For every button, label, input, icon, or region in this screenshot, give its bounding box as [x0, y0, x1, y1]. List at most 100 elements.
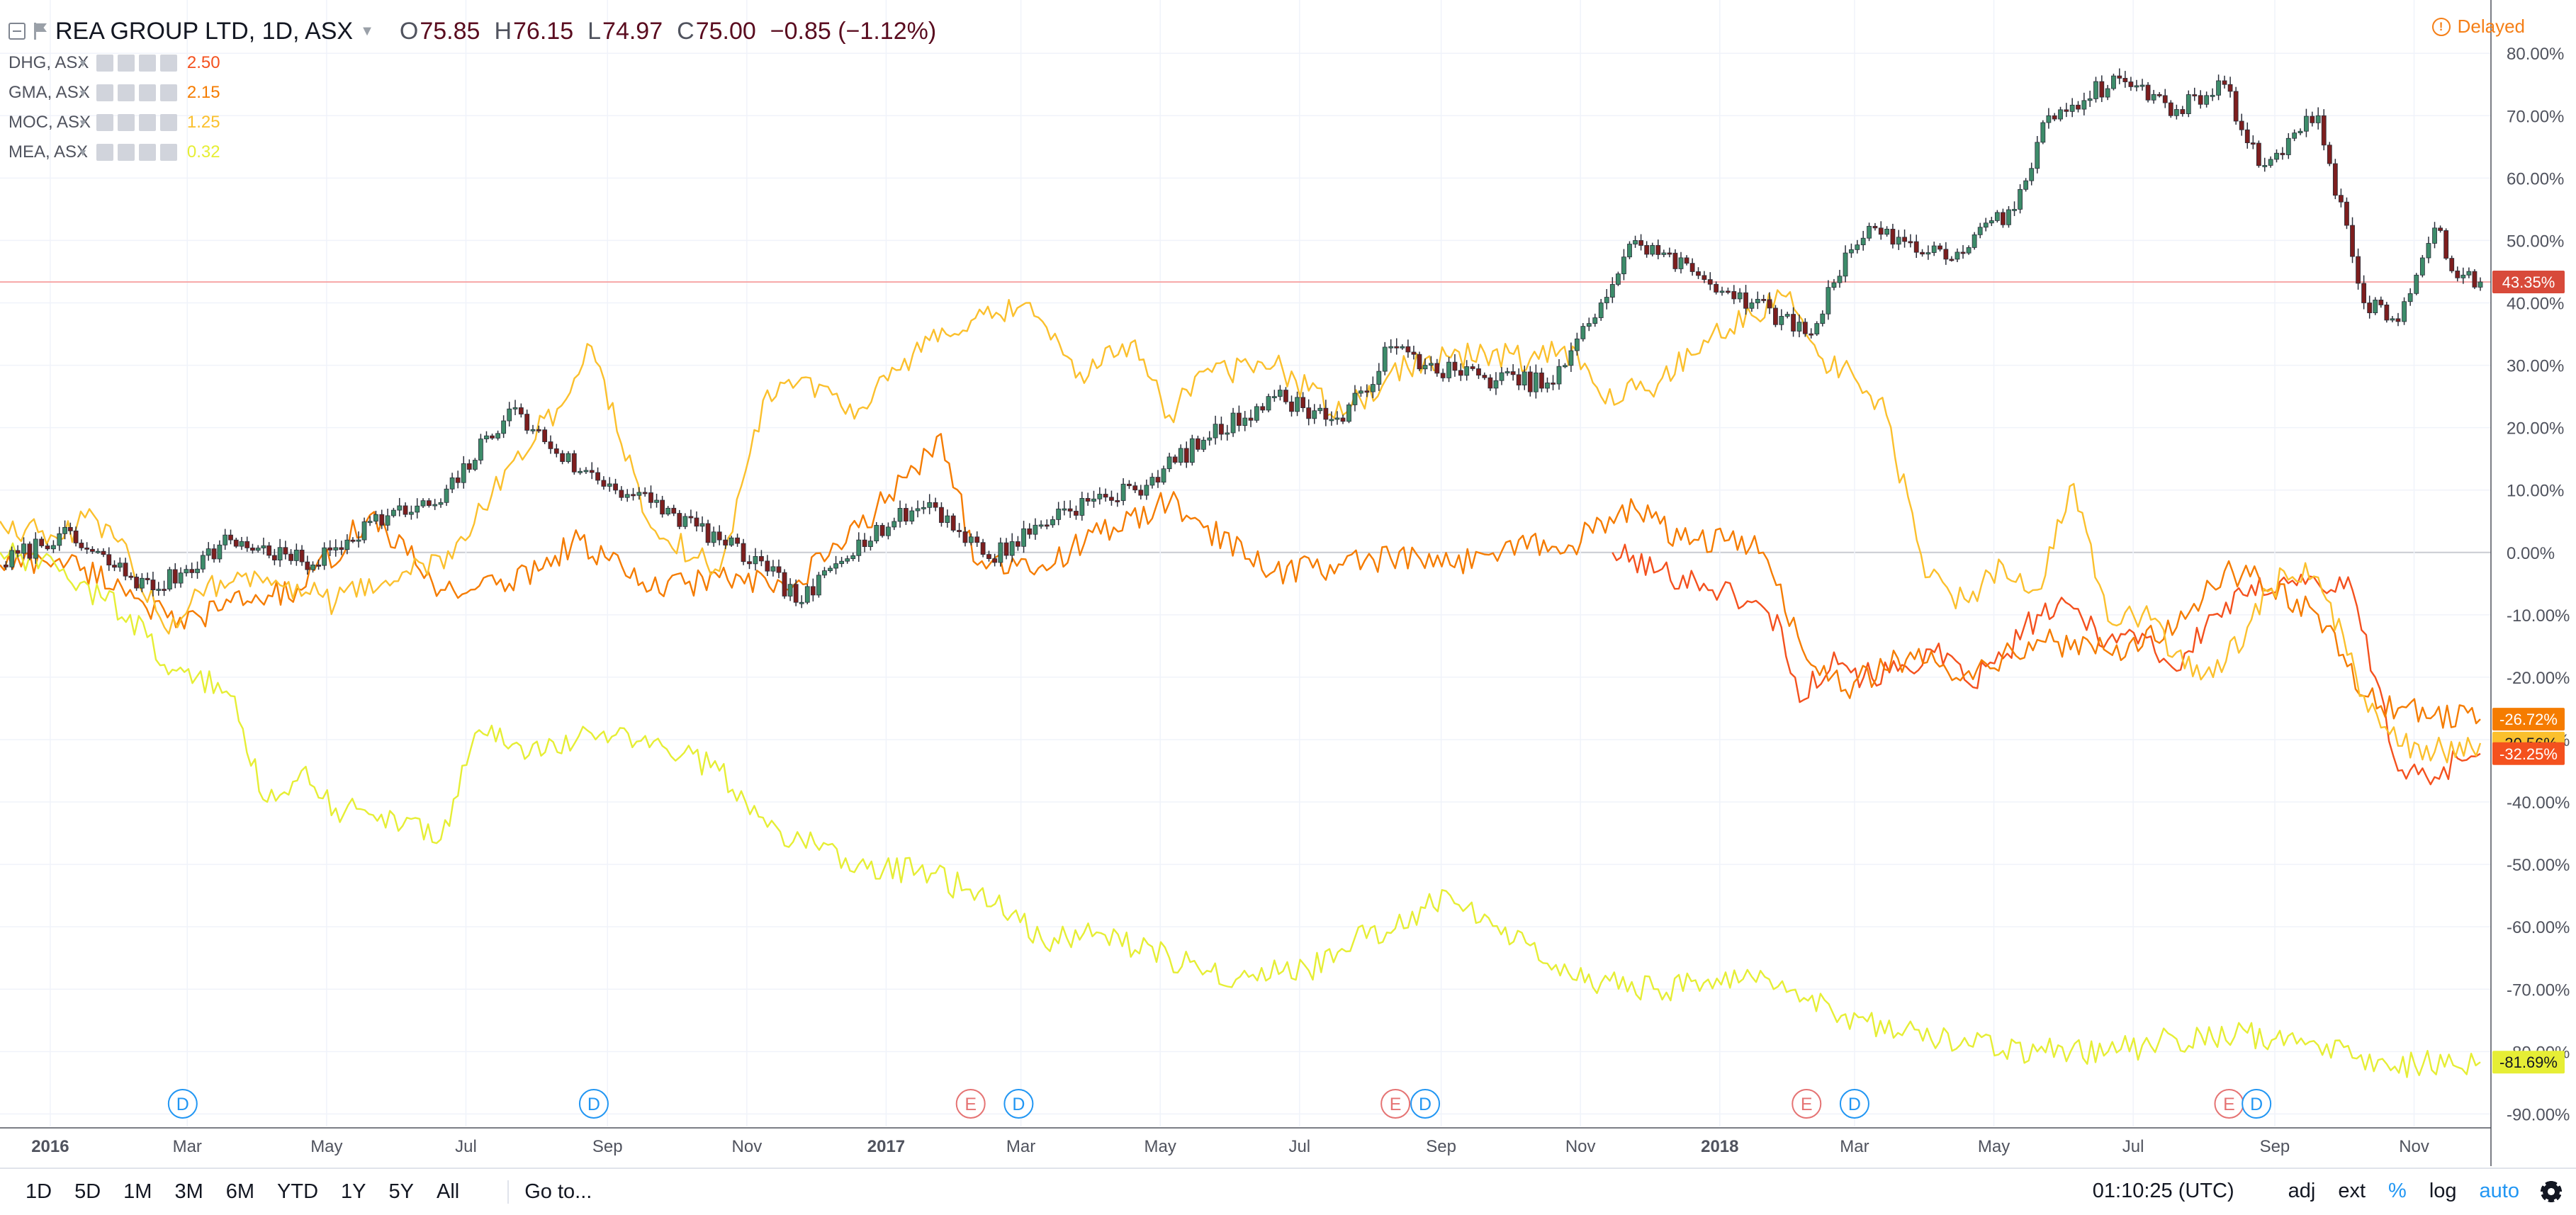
candle-up [1033, 524, 1038, 535]
collapse-legend-icon[interactable] [9, 23, 26, 40]
candle-up [816, 575, 821, 596]
comparison-row[interactable]: DHG, ASX ▼ 2.50 [9, 48, 936, 78]
candle-up [856, 539, 862, 556]
dividend-marker[interactable]: D [578, 1089, 609, 1119]
flag-icon[interactable] [34, 23, 47, 40]
candle-up [636, 492, 642, 496]
eye-icon[interactable] [96, 114, 113, 131]
candle-down [1109, 497, 1114, 501]
candle-down [1470, 366, 1475, 369]
earnings-marker[interactable]: E [1792, 1089, 1822, 1119]
candle-up [1230, 412, 1236, 434]
go-to-date-button[interactable]: Go to... [507, 1180, 592, 1204]
candle-down [648, 492, 653, 503]
range-button-1d[interactable]: 1D [26, 1180, 52, 1203]
dividend-marker[interactable]: D [1410, 1089, 1441, 1119]
candle-up [206, 548, 211, 556]
scale-toggle-log[interactable]: log [2429, 1180, 2457, 1202]
comparison-name[interactable]: GMA, ASX [9, 83, 90, 102]
scale-toggle-percent[interactable]: % [2388, 1180, 2407, 1202]
dividend-marker[interactable]: D [2242, 1089, 2272, 1119]
close-icon[interactable] [159, 114, 177, 131]
event-circle [1003, 1089, 1034, 1119]
range-button-5d[interactable]: 5D [74, 1180, 101, 1203]
range-button-all[interactable]: All [437, 1180, 460, 1203]
candle-up [1295, 397, 1300, 412]
comparison-row[interactable]: MEA, ASX ▼ 0.32 [9, 137, 936, 167]
range-button-1m[interactable]: 1M [123, 1180, 152, 1203]
earnings-marker[interactable]: E [2214, 1089, 2244, 1119]
close-icon[interactable] [159, 84, 177, 101]
earnings-marker[interactable]: E [1380, 1089, 1411, 1119]
y-tick-label: 0.00% [2507, 544, 2555, 563]
candle-down [244, 541, 250, 548]
comparison-name[interactable]: DHG, ASX [9, 53, 89, 72]
comparison-name[interactable]: MOC, ASX [9, 113, 91, 132]
candle-down [403, 505, 408, 515]
price-chart[interactable]: 80.00% 70.00% 60.00% 50.00% 40.00% 30.00% 20.0… [0, 0, 2576, 1168]
comparison-row[interactable]: GMA, ASX ▼ 2.15 [9, 78, 936, 108]
range-button-1y[interactable]: 1Y [341, 1180, 366, 1203]
candle-down [233, 539, 239, 547]
plus-icon[interactable] [138, 144, 156, 161]
close-icon[interactable] [159, 55, 177, 72]
plus-icon[interactable] [138, 114, 156, 131]
candle-down [1236, 412, 1242, 426]
event-letter: D [1419, 1095, 1432, 1114]
utc-clock[interactable]: 01:10:25 (UTC) [2092, 1180, 2234, 1202]
candle-up [184, 569, 189, 574]
gear-icon[interactable] [117, 114, 135, 131]
eye-icon[interactable] [96, 55, 113, 72]
candle-up [1422, 365, 1428, 370]
gear-icon[interactable] [117, 144, 135, 161]
dividend-marker[interactable]: D [167, 1089, 198, 1119]
candle-up [874, 525, 879, 542]
range-button-6m[interactable]: 6M [225, 1180, 255, 1203]
candle-up [1050, 519, 1055, 526]
eye-icon[interactable] [96, 144, 113, 161]
delayed-status[interactable]: ! Delayed [2431, 16, 2525, 38]
comparison-row[interactable]: MOC, ASX ▼ 1.25 [9, 108, 936, 137]
plus-icon[interactable] [138, 84, 156, 101]
candle-up [897, 508, 903, 522]
candle-up [804, 586, 810, 603]
eye-icon[interactable] [96, 84, 113, 101]
range-button-ytd[interactable]: YTD [277, 1180, 319, 1203]
symbol-title[interactable]: REA GROUP LTD, 1D, ASX [55, 17, 354, 45]
comparison-value: 2.50 [186, 53, 220, 72]
chevron-down-icon[interactable]: ▼ [78, 117, 88, 128]
chevron-down-icon[interactable]: ▼ [78, 87, 88, 98]
candle-up [1661, 252, 1667, 255]
earnings-marker[interactable]: E [955, 1089, 986, 1119]
range-button-5y[interactable]: 5Y [388, 1180, 415, 1203]
dividend-marker[interactable]: D [1003, 1089, 1034, 1119]
dividend-marker[interactable]: D [1839, 1089, 1869, 1119]
gear-icon[interactable] [117, 55, 135, 72]
candle-up [1533, 372, 1539, 392]
gear-icon[interactable] [117, 84, 135, 101]
candle-up [2477, 281, 2483, 288]
scale-toggle-ext[interactable]: ext [2338, 1180, 2366, 1202]
comparison-name[interactable]: MEA, ASX [9, 142, 89, 162]
close-icon[interactable] [159, 144, 177, 161]
range-button-3m[interactable]: 3M [174, 1180, 203, 1203]
chevron-down-icon[interactable]: ▼ [360, 23, 374, 39]
candle-down [1340, 417, 1346, 422]
candle-down [776, 566, 782, 573]
price-change: −0.85 (−1.12%) [770, 17, 937, 45]
candle-down [2244, 129, 2250, 143]
candle-up [729, 537, 734, 546]
chevron-down-icon[interactable]: ▼ [78, 147, 88, 158]
scale-toggle-auto[interactable]: auto [2479, 1180, 2519, 1202]
candle-up [438, 502, 444, 505]
candle-up [968, 536, 974, 543]
candle-up [33, 538, 38, 559]
gear-icon[interactable] [2541, 1181, 2562, 1202]
candle-down [2280, 152, 2285, 155]
y-tick-label: 10.00% [2507, 482, 2564, 501]
plus-icon[interactable] [138, 55, 156, 72]
candle-up [2414, 274, 2419, 294]
candle-down [705, 523, 711, 543]
scale-toggle-adj[interactable]: adj [2288, 1180, 2316, 1202]
chevron-down-icon[interactable]: ▼ [78, 57, 88, 69]
